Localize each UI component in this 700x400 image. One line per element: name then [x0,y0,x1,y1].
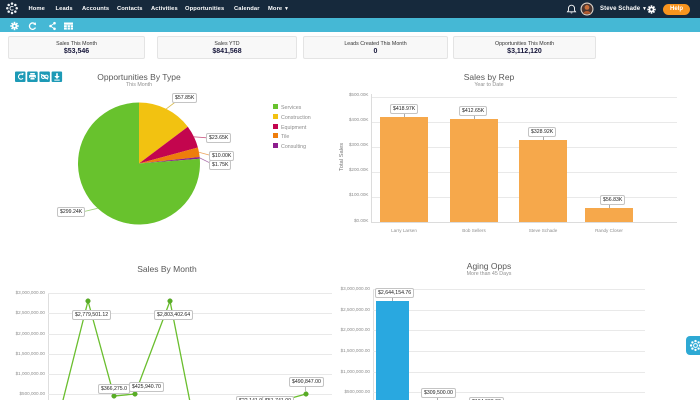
svg-text:Total Sales: Total Sales [339,143,345,171]
